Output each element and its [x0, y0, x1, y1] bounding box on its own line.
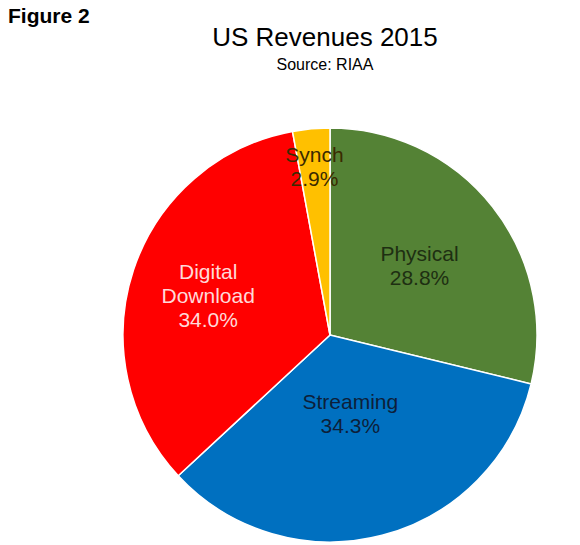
svg-text:DigitalDownload34.0%: DigitalDownload34.0% [161, 259, 254, 330]
svg-text:Physical28.8%: Physical28.8% [380, 241, 458, 288]
html-text:Figure 2: Figure 2 [8, 4, 90, 27]
svg-text:Synch2.9%: Synch2.9% [285, 142, 343, 189]
html-text:US Revenues 2015: US Revenues 2015 [212, 22, 438, 52]
svg-text:Streaming34.3%: Streaming34.3% [302, 390, 398, 437]
html-text:Source: RIAA: Source: RIAA [276, 56, 374, 73]
